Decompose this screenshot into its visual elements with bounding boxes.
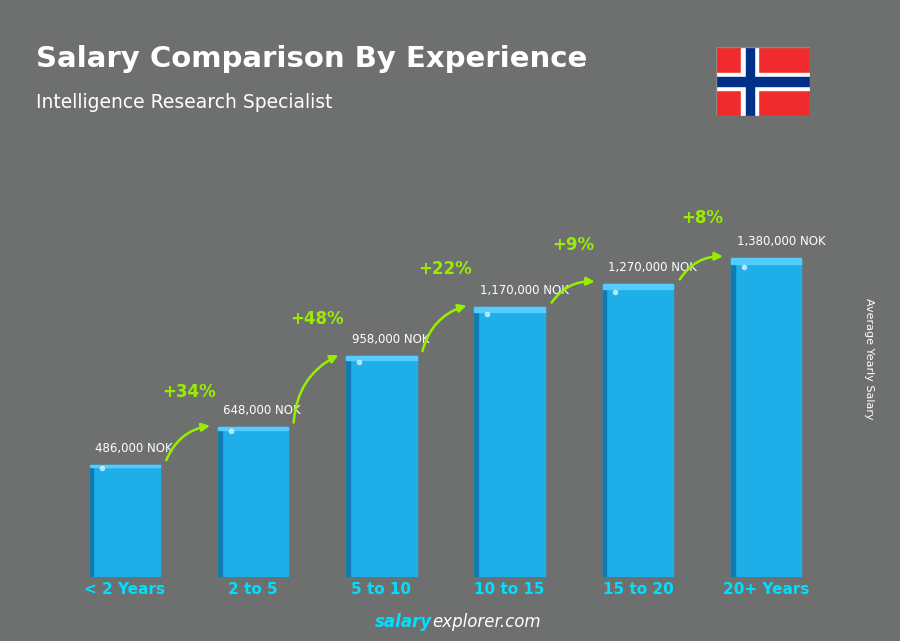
Bar [603,284,673,289]
Bar [731,258,801,577]
Bar [745,47,754,116]
Text: 1,170,000 NOK: 1,170,000 NOK [480,284,569,297]
Text: salary: salary [374,613,432,631]
Bar [474,307,544,312]
Text: Average Yearly Salary: Average Yearly Salary [863,298,874,420]
Bar [346,356,417,577]
Bar [346,356,417,360]
Text: +48%: +48% [291,310,344,328]
Bar [716,73,810,90]
Bar [731,258,734,577]
Bar [731,258,801,264]
Text: +22%: +22% [418,260,472,278]
Bar [218,428,221,577]
Text: +34%: +34% [162,383,216,401]
Text: +8%: +8% [681,210,723,228]
Bar [474,307,544,577]
Text: 486,000 NOK: 486,000 NOK [95,442,173,454]
Bar [474,307,478,577]
Bar [716,78,810,86]
Text: +9%: +9% [553,236,595,254]
Text: Intelligence Research Specialist: Intelligence Research Specialist [36,93,332,112]
Text: 1,380,000 NOK: 1,380,000 NOK [736,235,825,248]
Bar [218,428,288,577]
Text: explorer.com: explorer.com [432,613,541,631]
Bar [603,284,673,577]
Bar [218,428,288,430]
Bar [90,465,160,577]
Text: Salary Comparison By Experience: Salary Comparison By Experience [36,45,587,73]
Bar [346,356,350,577]
Bar [603,284,607,577]
Text: 648,000 NOK: 648,000 NOK [223,404,302,417]
Bar [90,465,94,577]
Bar [742,47,759,116]
Bar [90,465,160,467]
Text: 958,000 NOK: 958,000 NOK [352,333,429,345]
Text: 1,270,000 NOK: 1,270,000 NOK [608,261,698,274]
